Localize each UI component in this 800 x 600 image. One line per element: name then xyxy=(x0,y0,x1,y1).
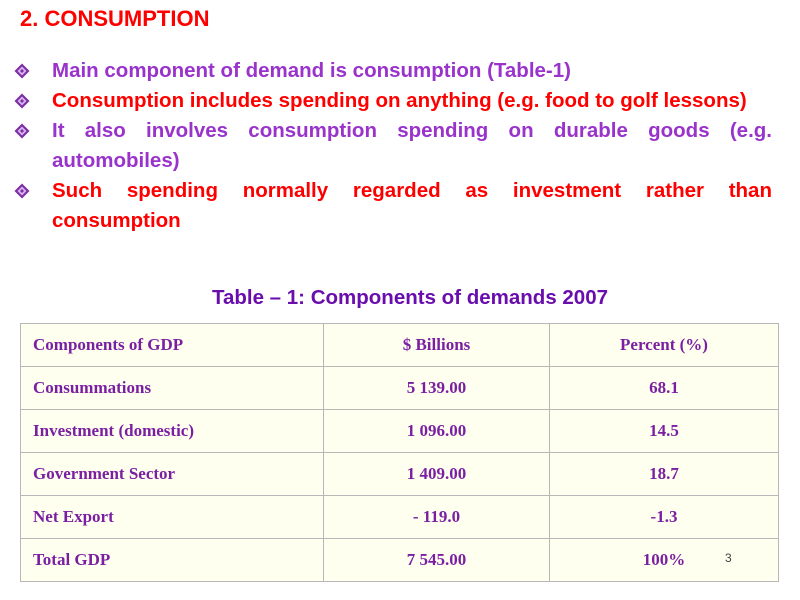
diamond-icon xyxy=(14,123,30,139)
cell-component: Investment (domestic) xyxy=(20,409,324,453)
table-row-total: Total GDP 7 545.00 100% xyxy=(20,538,779,582)
bullet-text: It also involves consumption spending on… xyxy=(52,119,772,172)
cell-percent: 100% xyxy=(549,538,779,582)
cell-percent: 18.7 xyxy=(549,452,779,496)
diamond-icon xyxy=(14,93,30,109)
column-header-percent: Percent (%) xyxy=(549,323,779,367)
table-row: Government Sector 1 409.00 18.7 xyxy=(20,452,779,496)
table-row: Consummations 5 139.00 68.1 xyxy=(20,366,779,410)
cell-billions: 5 139.00 xyxy=(323,366,550,410)
bullet-item: Consumption includes spending on anythin… xyxy=(12,86,772,116)
cell-billions: - 119.0 xyxy=(323,495,550,539)
bullet-text: Consumption includes spending on anythin… xyxy=(52,89,747,112)
table-row: Investment (domestic) 1 096.00 14.5 xyxy=(20,409,779,453)
gdp-components-table: Components of GDP $ Billions Percent (%)… xyxy=(20,323,779,582)
column-header-billions: $ Billions xyxy=(323,323,550,367)
bullet-item: Main component of demand is consumption … xyxy=(12,56,772,86)
cell-percent: 14.5 xyxy=(549,409,779,453)
cell-billions: 7 545.00 xyxy=(323,538,550,582)
cell-billions: 1 409.00 xyxy=(323,452,550,496)
cell-component: Net Export xyxy=(20,495,324,539)
diamond-icon xyxy=(14,183,30,199)
cell-percent: -1.3 xyxy=(549,495,779,539)
column-header-components: Components of GDP xyxy=(20,323,324,367)
cell-billions: 1 096.00 xyxy=(323,409,550,453)
cell-percent: 68.1 xyxy=(549,366,779,410)
bullet-text: Such spending normally regarded as inves… xyxy=(52,179,772,232)
table-row: Net Export - 119.0 -1.3 xyxy=(20,495,779,539)
bullet-list: Main component of demand is consumption … xyxy=(12,56,772,236)
bullet-item: It also involves consumption spending on… xyxy=(12,116,772,176)
cell-component: Consummations xyxy=(20,366,324,410)
page-number: 3 xyxy=(725,551,732,565)
slide-title: 2. CONSUMPTION xyxy=(20,6,210,31)
cell-component: Government Sector xyxy=(20,452,324,496)
bullet-text: Main component of demand is consumption … xyxy=(52,59,571,82)
diamond-icon xyxy=(14,63,30,79)
cell-component: Total GDP xyxy=(20,538,324,582)
table-header-row: Components of GDP $ Billions Percent (%) xyxy=(20,323,779,367)
bullet-item: Such spending normally regarded as inves… xyxy=(12,176,772,236)
table-caption: Table – 1: Components of demands 2007 xyxy=(211,286,609,309)
